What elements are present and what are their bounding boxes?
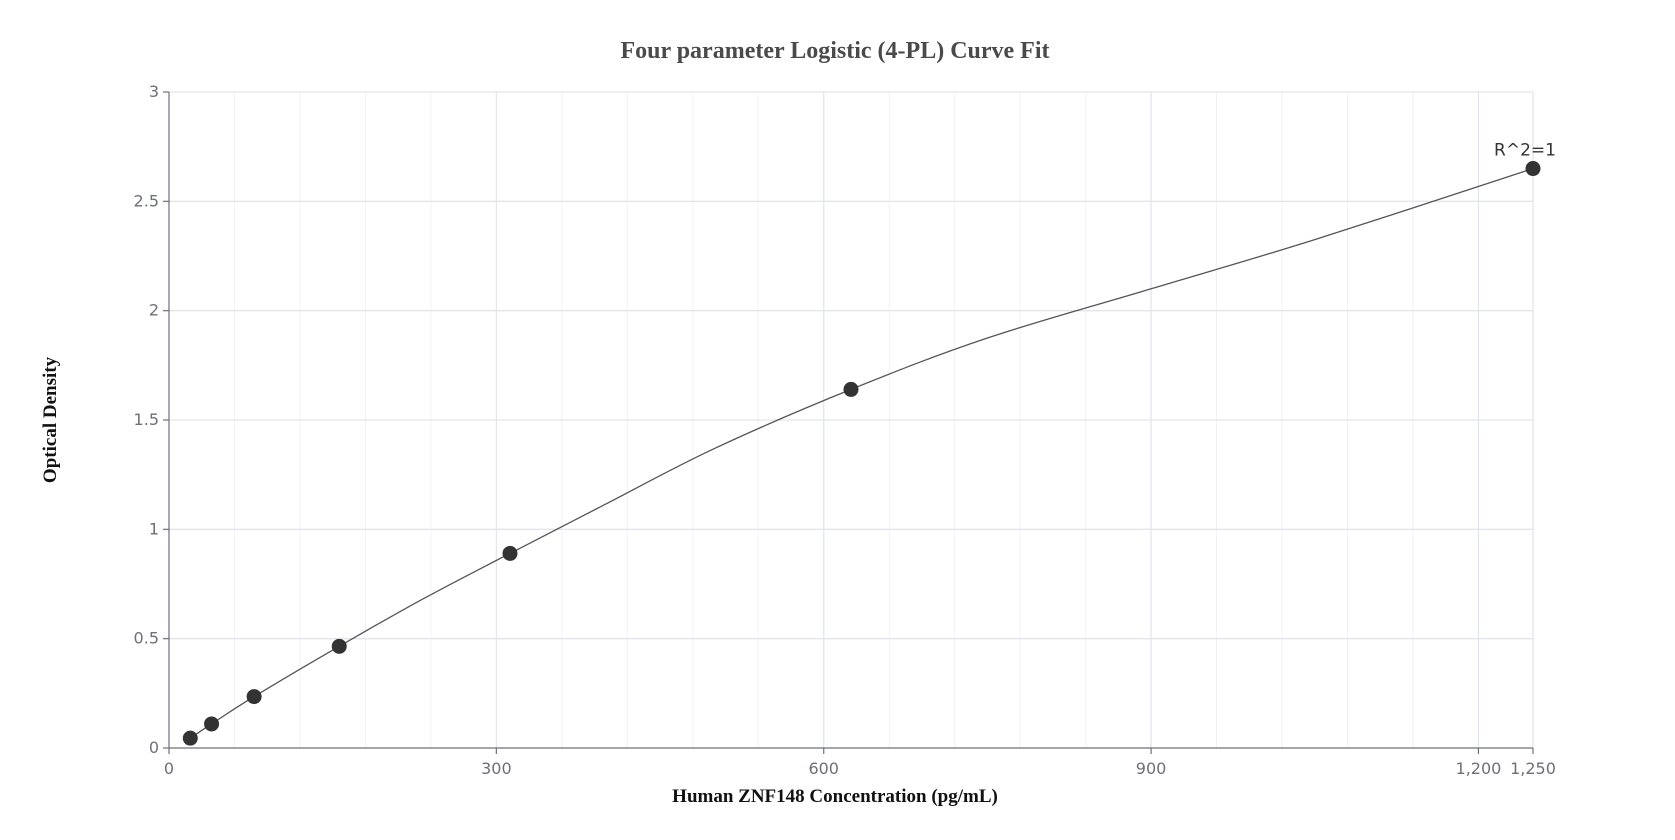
y-tick-label: 2.5 bbox=[134, 191, 159, 210]
data-point bbox=[246, 689, 262, 705]
tick-labels: 0 300 600 900 1,200 1,250 0 0.5 1 1.5 2 2.5 3 bbox=[134, 82, 1556, 778]
data-point bbox=[502, 545, 518, 561]
r-squared-annotation: R^2=1 bbox=[1494, 141, 1556, 161]
y-tick-label: 3 bbox=[149, 82, 159, 101]
y-tick-label: 0.5 bbox=[134, 629, 159, 648]
x-tick-label: 1,200 bbox=[1456, 759, 1502, 778]
y-tick-label: 1 bbox=[149, 519, 159, 538]
chart-title: Four parameter Logistic (4-PL) Curve Fit bbox=[620, 38, 1049, 64]
x-axis-title: Human ZNF148 Concentration (pg/mL) bbox=[672, 786, 998, 807]
x-tick-label: 1,250 bbox=[1510, 759, 1556, 778]
y-tick-label: 1.5 bbox=[134, 410, 159, 429]
y-tick-label: 2 bbox=[149, 301, 159, 320]
data-point bbox=[843, 381, 859, 397]
data-points bbox=[182, 161, 1541, 746]
data-point bbox=[331, 638, 347, 654]
grid bbox=[169, 91, 1534, 748]
data-point bbox=[1525, 161, 1541, 177]
data-point bbox=[182, 730, 198, 746]
x-tick-label: 600 bbox=[808, 759, 839, 778]
x-tick-label: 900 bbox=[1136, 759, 1167, 778]
fit-curve-line bbox=[189, 167, 1534, 739]
data-point bbox=[204, 716, 220, 732]
y-tick-label: 0 bbox=[149, 738, 159, 757]
x-tick-label: 0 bbox=[164, 759, 174, 778]
y-axis-title: Optical Density bbox=[40, 356, 61, 483]
x-tick-label: 300 bbox=[481, 759, 512, 778]
